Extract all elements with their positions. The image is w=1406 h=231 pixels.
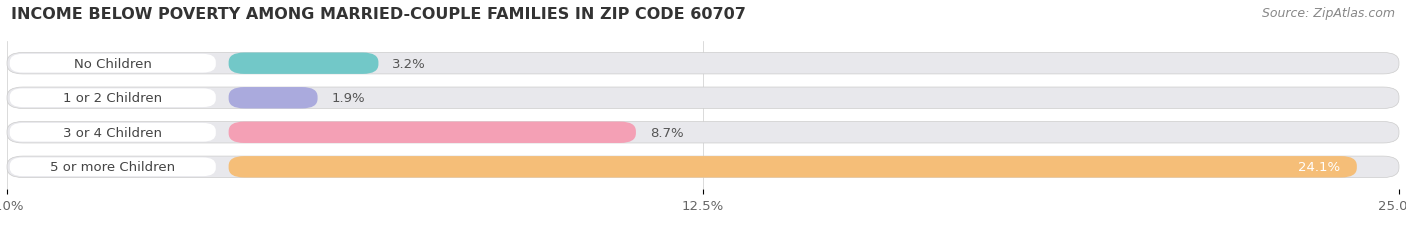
Text: 3 or 4 Children: 3 or 4 Children (63, 126, 162, 139)
Text: Source: ZipAtlas.com: Source: ZipAtlas.com (1261, 7, 1395, 20)
FancyBboxPatch shape (229, 88, 318, 109)
Text: 24.1%: 24.1% (1298, 161, 1340, 173)
FancyBboxPatch shape (7, 156, 1399, 178)
FancyBboxPatch shape (229, 156, 1357, 178)
FancyBboxPatch shape (10, 55, 217, 73)
Text: 1.9%: 1.9% (332, 92, 366, 105)
Text: INCOME BELOW POVERTY AMONG MARRIED-COUPLE FAMILIES IN ZIP CODE 60707: INCOME BELOW POVERTY AMONG MARRIED-COUPL… (11, 7, 747, 22)
FancyBboxPatch shape (10, 123, 217, 142)
Text: 8.7%: 8.7% (650, 126, 683, 139)
Text: 5 or more Children: 5 or more Children (51, 161, 176, 173)
FancyBboxPatch shape (229, 122, 636, 143)
Text: No Children: No Children (75, 58, 152, 70)
FancyBboxPatch shape (10, 89, 217, 108)
FancyBboxPatch shape (7, 122, 1399, 143)
Text: 1 or 2 Children: 1 or 2 Children (63, 92, 162, 105)
FancyBboxPatch shape (10, 158, 217, 176)
FancyBboxPatch shape (229, 53, 378, 75)
Text: 3.2%: 3.2% (392, 58, 426, 70)
FancyBboxPatch shape (7, 53, 1399, 75)
FancyBboxPatch shape (7, 88, 1399, 109)
